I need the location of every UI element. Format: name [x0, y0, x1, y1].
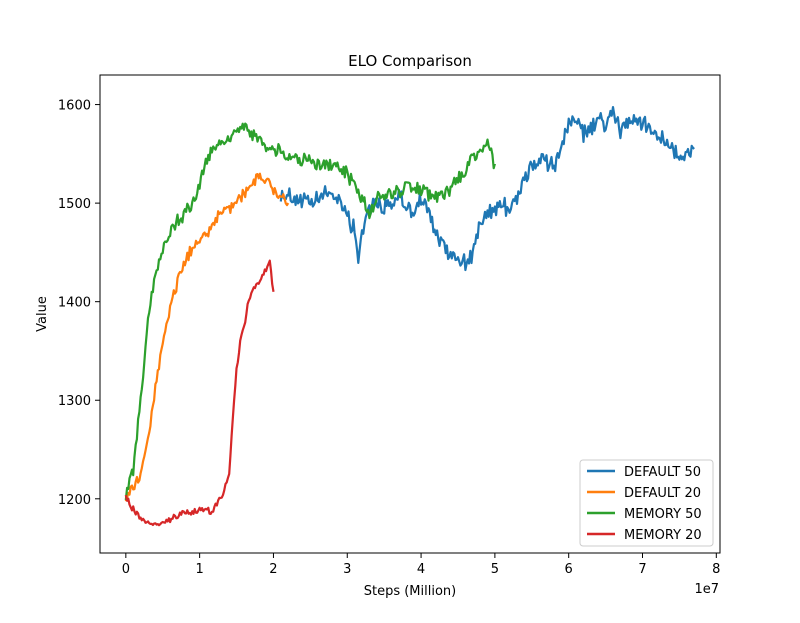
series-line-memory-20 [124, 259, 275, 527]
x-tick-label: 7 [638, 562, 646, 577]
series-line-memory-50 [124, 122, 496, 501]
y-tick-label: 1500 [58, 197, 91, 212]
x-tick-label: 3 [343, 562, 351, 577]
x-tick-label: 0 [122, 562, 130, 577]
y-tick-label: 1400 [58, 296, 91, 311]
legend-box [579, 459, 714, 547]
x-tick-label: 6 [565, 562, 573, 577]
x-axis: 0 1 2 3 4 5 6 7 8 [122, 553, 720, 577]
legend-label: DEFAULT 50 [624, 465, 701, 480]
x-tick-label: 8 [712, 562, 720, 577]
x-axis-label: Steps (Million) [364, 584, 457, 599]
series-line-default-50 [279, 105, 695, 272]
x-tick-label: 5 [491, 562, 499, 577]
y-tick-label: 1600 [58, 99, 91, 114]
y-tick-label: 1200 [58, 493, 91, 508]
y-axis: 1200 1300 1400 1500 1600 [58, 99, 100, 508]
series-line-default-20 [124, 172, 290, 502]
x-tick-label: 4 [417, 562, 425, 577]
y-tick-label: 1300 [58, 394, 91, 409]
legend-label: MEMORY 20 [624, 528, 702, 543]
legend: DEFAULT 50 DEFAULT 20 MEMORY 50 MEMORY 20 [579, 459, 714, 547]
chart-title: ELO Comparison [348, 52, 472, 70]
plot-area [124, 105, 695, 527]
x-tick-label: 1 [196, 562, 204, 577]
axes-frame [99, 74, 721, 554]
x-tick-label: 2 [269, 562, 277, 577]
y-axis-label: Value [35, 296, 50, 332]
legend-label: DEFAULT 20 [624, 486, 701, 501]
legend-label: MEMORY 50 [624, 507, 702, 522]
x-offset-label: 1e7 [694, 582, 719, 597]
